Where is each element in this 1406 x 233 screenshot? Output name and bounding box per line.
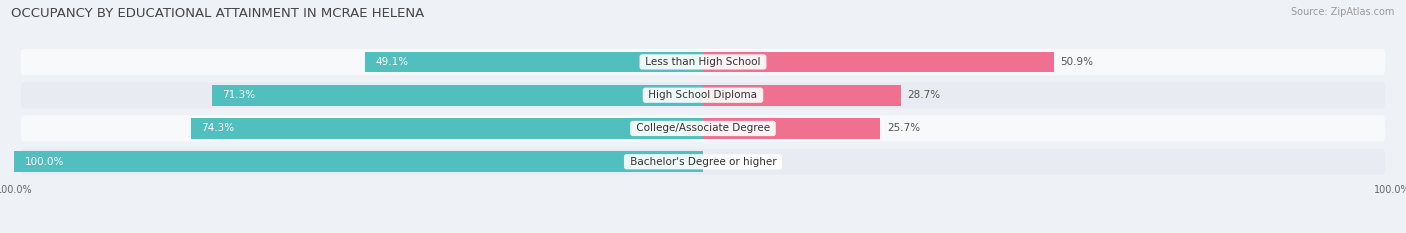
Text: 49.1%: 49.1% (375, 57, 408, 67)
Text: 25.7%: 25.7% (887, 123, 920, 134)
Text: Less than High School: Less than High School (643, 57, 763, 67)
FancyBboxPatch shape (21, 116, 1385, 141)
Text: OCCUPANCY BY EDUCATIONAL ATTAINMENT IN MCRAE HELENA: OCCUPANCY BY EDUCATIONAL ATTAINMENT IN M… (11, 7, 425, 20)
Bar (212, 85, 703, 106)
Text: 100.0%: 100.0% (24, 157, 63, 167)
Text: Source: ZipAtlas.com: Source: ZipAtlas.com (1291, 7, 1395, 17)
Bar (364, 51, 703, 72)
Text: High School Diploma: High School Diploma (645, 90, 761, 100)
Text: Bachelor's Degree or higher: Bachelor's Degree or higher (627, 157, 779, 167)
Text: 28.7%: 28.7% (908, 90, 941, 100)
Legend: Owner-occupied, Renter-occupied: Owner-occupied, Renter-occupied (596, 231, 810, 233)
Text: 0.0%: 0.0% (710, 157, 737, 167)
FancyBboxPatch shape (21, 49, 1385, 75)
Bar (703, 51, 1053, 72)
Text: 50.9%: 50.9% (1060, 57, 1094, 67)
Bar (191, 118, 703, 139)
FancyBboxPatch shape (21, 149, 1385, 175)
Text: 71.3%: 71.3% (222, 90, 256, 100)
Text: College/Associate Degree: College/Associate Degree (633, 123, 773, 134)
Text: 74.3%: 74.3% (201, 123, 235, 134)
Bar (703, 85, 901, 106)
Bar (14, 151, 703, 172)
FancyBboxPatch shape (21, 82, 1385, 108)
Bar (703, 118, 880, 139)
